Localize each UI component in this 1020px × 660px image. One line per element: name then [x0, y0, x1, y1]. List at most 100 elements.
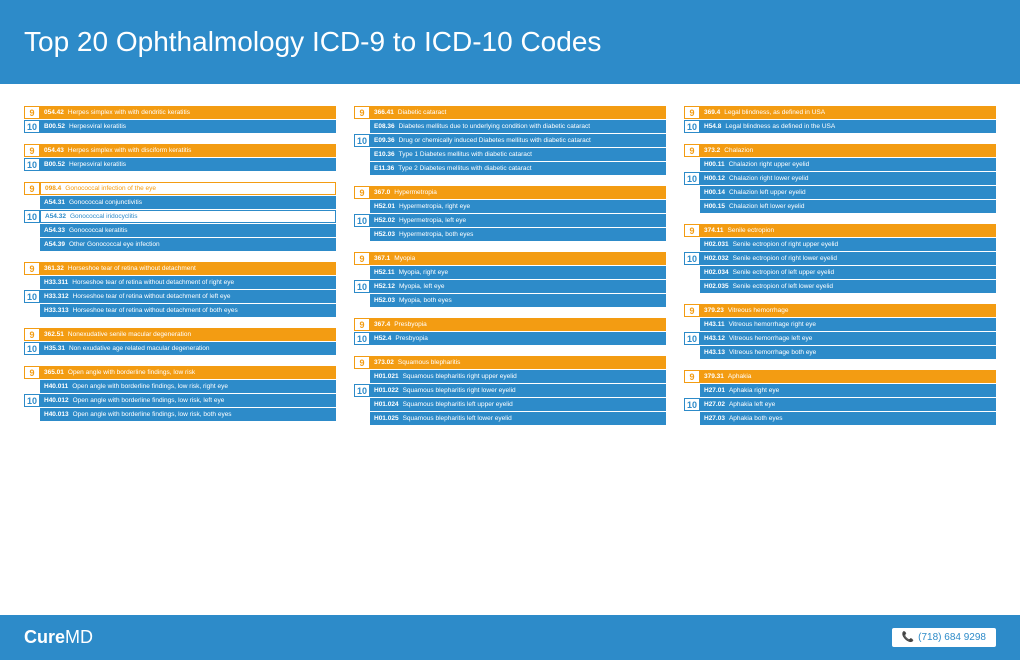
icd-code: 373.2: [704, 147, 720, 154]
version-badge: [354, 148, 370, 161]
code-bar: 361.32Horseshoe tear of retina without d…: [40, 262, 336, 275]
icd-code: B00.52: [44, 123, 65, 130]
code-row: 10H00.12Chalazion right lower eyelid: [684, 172, 996, 185]
code-row: 10H27.02Aphakia left eye: [684, 398, 996, 411]
icd-code: H33.311: [44, 279, 68, 286]
version-badge: [684, 238, 700, 251]
version-badge: 10: [24, 342, 40, 355]
icd-code: 379.23: [704, 307, 724, 314]
icd-description: Vitreous hemorrhage left eye: [729, 335, 812, 342]
code-bar: H52.4Presbyopia: [370, 332, 666, 345]
code-row: H33.311 Horseshoe tear of retina without …: [24, 276, 336, 289]
code-row: 10B00.52Herpesviral keratitis: [24, 158, 336, 171]
code-group: 9098.4Gonococcal infection of the eyeA54…: [24, 182, 336, 252]
version-badge: [354, 370, 370, 383]
icd-description: Legal blindness, as defined in USA: [724, 109, 825, 116]
code-bar: H27.02Aphakia left eye: [700, 398, 996, 411]
version-badge: 9: [684, 106, 700, 119]
code-row: A54.33Gonococcal keratitis: [24, 224, 336, 237]
icd-description: Aphakia left eye: [729, 401, 775, 408]
code-row: H00.15Chalazion left lower eyelid: [684, 200, 996, 213]
code-group: 9362.51Nonexudative senile macular degen…: [24, 328, 336, 356]
brand-logo: CureMD: [24, 627, 93, 648]
icd-code: H40.013: [44, 411, 69, 418]
icd-code: H01.025: [374, 415, 399, 422]
code-row: A54.31Gonococcal conjunctivitis: [24, 196, 336, 209]
code-row: H52.01Hypermetropia, right eye: [354, 200, 666, 213]
version-badge: [684, 412, 700, 425]
code-bar: 373.2Chalazion: [700, 144, 996, 157]
code-row: H52.11Myopia, right eye: [354, 266, 666, 279]
code-row: E08.36Diabetes mellitus due to underlyin…: [354, 120, 666, 133]
icd-description: Myopia, left eye: [399, 283, 445, 290]
code-row: H52.03Hypermetropia, both eyes: [354, 228, 666, 241]
icd-description: Nonexudative senile macular degeneration: [68, 331, 191, 338]
icd-code: H35.31: [44, 345, 65, 352]
icd-code: H40.011: [44, 383, 68, 390]
code-bar: H27.01Aphakia right eye: [700, 384, 996, 397]
icd-description: Horseshoe tear of retina without detachm…: [72, 279, 234, 286]
icd-code: 367.0: [374, 189, 390, 196]
version-badge: 10: [354, 332, 370, 345]
code-bar: H52.03Hypermetropia, both eyes: [370, 228, 666, 241]
version-badge: 9: [354, 318, 370, 331]
code-bar: 367.1Myopia: [370, 252, 666, 265]
code-bar: 098.4Gonococcal infection of the eye: [40, 182, 336, 195]
version-badge: [354, 120, 370, 133]
icd-description: Open angle with borderline findings, low…: [68, 369, 195, 376]
icd-code: 098.4: [45, 185, 61, 192]
code-bar: 369.4Legal blindness, as defined in USA: [700, 106, 996, 119]
code-row: H52.03Myopia, both eyes: [354, 294, 666, 307]
icd-code: H00.12: [704, 175, 725, 182]
icd-description: Squamous blepharitis left upper eyelid: [403, 401, 513, 408]
code-bar: A54.31Gonococcal conjunctivitis: [40, 196, 336, 209]
version-badge: 9: [24, 182, 40, 195]
code-bar: 054.42 Herpes simplex with with dendritic…: [40, 106, 336, 119]
version-badge: 10: [354, 214, 370, 227]
icd-description: Squamous blepharitis left lower eyelid: [403, 415, 512, 422]
version-badge: 10: [24, 290, 40, 303]
code-group: 9054.43Herpes simplex with with discifor…: [24, 144, 336, 172]
icd-code: H54.8: [704, 123, 721, 130]
code-row: H01.025 Squamous blepharitis left lower e…: [354, 412, 666, 425]
version-badge: [684, 200, 700, 213]
version-badge: 10: [684, 120, 700, 133]
icd-code: H43.13: [704, 349, 725, 356]
code-bar: H33.312Horseshoe tear of retina without …: [40, 290, 336, 303]
code-row: 10H33.312Horseshoe tear of retina withou…: [24, 290, 336, 303]
icd-description: Chalazion right upper eyelid: [729, 161, 810, 168]
code-bar: E08.36Diabetes mellitus due to underlyin…: [370, 120, 666, 133]
icd-description: Herpes simplex with with dendritic kerat…: [68, 109, 190, 116]
icd-description: Vitreous hemorrhage right eye: [729, 321, 816, 328]
icd-code: 054.42: [44, 109, 64, 116]
icd-code: H43.12: [704, 335, 725, 342]
version-badge: [354, 266, 370, 279]
code-bar: H00.14Chalazion left upper eyelid: [700, 186, 996, 199]
icd-code: H02.031: [704, 241, 729, 248]
icd-code: H52.12: [374, 283, 395, 290]
version-badge: [354, 162, 370, 175]
icd-description: Open angle with borderline findings, low…: [72, 383, 228, 390]
version-badge: [24, 238, 40, 251]
icd-description: Senile ectropion of left upper eyelid: [733, 269, 835, 276]
code-group: 9367.0HypermetropiaH52.01Hypermetropia, …: [354, 186, 666, 242]
code-group: 9365.01Open angle with borderline findin…: [24, 366, 336, 422]
code-row: 10 H43.12 Vitreous hemorrhage left eye: [684, 332, 996, 345]
code-row: 9098.4Gonococcal infection of the eye: [24, 182, 336, 195]
icd-description: Other Gonococcal eye infection: [69, 241, 160, 248]
code-row: 10B00.52Herpesviral keratitis: [24, 120, 336, 133]
version-badge: 10: [684, 332, 700, 345]
code-row: H02.034Senile ectropion of left upper ey…: [684, 266, 996, 279]
icd-description: Non exudative age related macular degene…: [69, 345, 210, 352]
icd-description: Hypermetropia: [394, 189, 437, 196]
code-row: 10E09.36Drug or chemically induced Diabe…: [354, 134, 666, 147]
version-badge: [684, 280, 700, 293]
code-bar: H02.031Senile ectropion of right upper e…: [700, 238, 996, 251]
phone-badge: 📞 (718) 684 9298: [892, 628, 996, 647]
code-row: H01.024Squamous blepharitis left upper e…: [354, 398, 666, 411]
code-group: 9361.32Horseshoe tear of retina without …: [24, 262, 336, 318]
code-bar: B00.52Herpesviral keratitis: [40, 120, 336, 133]
icd-code: B00.52: [44, 161, 65, 168]
code-bar: H01.025 Squamous blepharitis left lower e…: [370, 412, 666, 425]
icd-description: Horseshoe tear of retina without detachm…: [73, 293, 231, 300]
